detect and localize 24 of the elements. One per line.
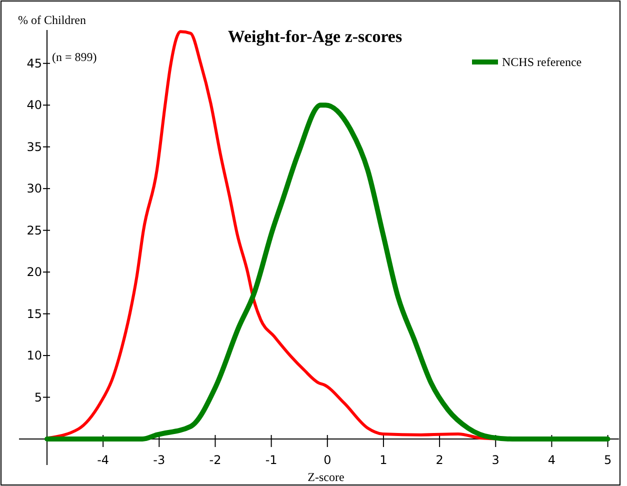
y-tick-label: 10 [26, 348, 42, 363]
y-tick-label: 5 [34, 390, 42, 404]
y-tick-label: 25 [26, 223, 42, 238]
y-tick-label: 45 [26, 56, 42, 70]
x-tick-label: -3 [153, 453, 166, 467]
x-tick-label: 5 [604, 453, 612, 467]
x-tick-label: 1 [380, 453, 388, 467]
x-tick-label: 3 [492, 453, 500, 467]
x-axis-title: Z-score [308, 470, 344, 484]
x-tick-label: -1 [265, 453, 278, 467]
y-tick-label: 40 [26, 98, 42, 112]
y-tick-label: 30 [26, 182, 42, 196]
y-tick-label: 20 [26, 265, 42, 280]
annotation: (n = 899) [52, 50, 97, 64]
chart-title: Weight-for-Age z-scores [228, 27, 402, 46]
x-tick-label: -2 [209, 453, 222, 467]
x-tick-label: 0 [324, 453, 332, 467]
y-tick-label: 15 [26, 306, 42, 321]
y-axis-title: % of Children [18, 13, 86, 27]
x-tick-label: -4 [97, 453, 110, 467]
legend-label: NCHS reference [502, 55, 582, 69]
y-tick-label: 35 [26, 140, 42, 154]
x-tick-label: 2 [436, 453, 444, 467]
x-tick-label: 4 [548, 453, 556, 467]
